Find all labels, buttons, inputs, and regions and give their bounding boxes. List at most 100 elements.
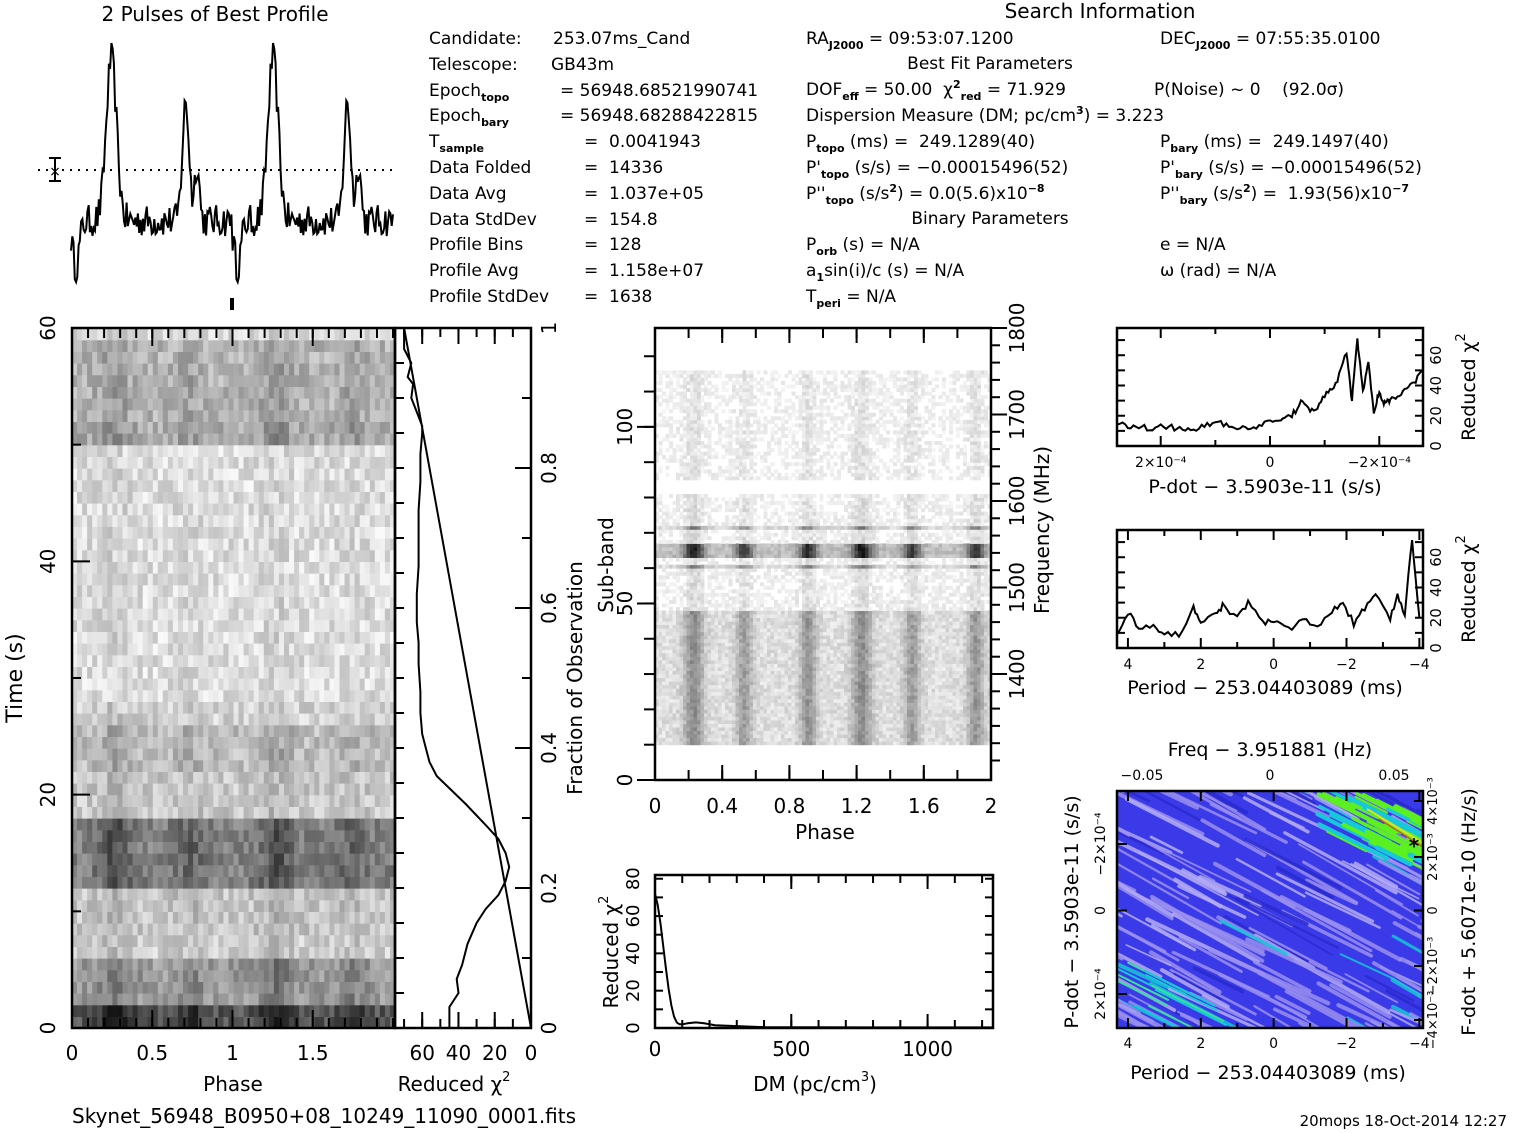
- heatmap-cell: [223, 771, 229, 784]
- heatmap-cell: [162, 619, 169, 632]
- heatmap-cell: [132, 526, 139, 539]
- heatmap-cell: [183, 584, 189, 597]
- heatmap-cell: [142, 386, 149, 399]
- heatmap-cell: [369, 433, 376, 446]
- heatmap-cell: [102, 503, 108, 516]
- heatmap-cell: [314, 561, 320, 574]
- heatmap-cell: [167, 468, 174, 481]
- heatmap-cell: [92, 631, 98, 644]
- heatmap-cell: [183, 876, 189, 889]
- heatmap-cell: [132, 748, 139, 761]
- heatmap-cell: [132, 514, 139, 527]
- heatmap-cell: [152, 899, 159, 912]
- heatmap-cell: [228, 433, 235, 446]
- heatmap-cell: [756, 737, 761, 742]
- heatmap-cell: [268, 363, 275, 376]
- heatmap-cell: [359, 689, 366, 702]
- heatmap-cell: [183, 666, 189, 679]
- heatmap-cell: [854, 723, 859, 728]
- heatmap-cell: [390, 503, 395, 516]
- heatmap-cell: [795, 730, 799, 735]
- heatmap-cell: [289, 456, 295, 469]
- heatmap-cell: [294, 608, 300, 621]
- heatmap-cell: [781, 737, 785, 742]
- heatmap-cell: [82, 631, 88, 644]
- heatmap-cell: [349, 584, 356, 597]
- heatmap-cell: [213, 934, 219, 947]
- heatmap-cell: [329, 386, 335, 399]
- heatmap-cell: [777, 705, 782, 710]
- heatmap-cell: [760, 705, 764, 710]
- heatmap-cell: [162, 398, 169, 411]
- heatmap-cell: [97, 444, 103, 457]
- heatmap-cell: [802, 734, 806, 739]
- heatmap-cell: [379, 421, 386, 434]
- heatmap-cell: [243, 339, 250, 352]
- heatmap-cell: [188, 503, 194, 516]
- heatmap-cell: [87, 549, 93, 562]
- heatmap-cell: [208, 864, 214, 877]
- heatmap-cell: [107, 748, 113, 761]
- heatmap-cell: [791, 712, 796, 717]
- heatmap-cell: [193, 351, 199, 364]
- heatmap-cell: [314, 538, 320, 551]
- heatmap-cell: [238, 1004, 245, 1017]
- heatmap-cell: [319, 818, 325, 831]
- heatmap-cell: [228, 701, 235, 714]
- heatmap-cell: [390, 573, 395, 586]
- heatmap-cell: [304, 1004, 310, 1017]
- heatmap-cell: [258, 934, 265, 947]
- heatmap-cell: [263, 899, 270, 912]
- heatmap-cell: [218, 339, 224, 352]
- heatmap-cell: [756, 727, 761, 731]
- heatmap-cell: [203, 841, 209, 854]
- heatmap-cell: [112, 888, 118, 901]
- heatmap-cell: [92, 491, 98, 504]
- heatmap-cell: [147, 748, 154, 761]
- heatmap-cell: [379, 934, 386, 947]
- heatmap-cell: [92, 923, 98, 936]
- heatmap-cell: [359, 444, 366, 457]
- heatmap-cell: [117, 934, 123, 947]
- heatmap-cell: [172, 468, 179, 481]
- heatmap-cell: [739, 716, 743, 721]
- heatmap-cell: [732, 712, 736, 717]
- heatmap-cell: [893, 730, 897, 735]
- heatmap-cell: [379, 993, 386, 1006]
- heatmap-cell: [258, 549, 265, 562]
- heatmap-cell: [359, 573, 366, 586]
- heatmap-cell: [238, 549, 245, 562]
- heatmap-cell: [662, 720, 666, 724]
- heatmap-cell: [339, 503, 346, 516]
- heatmap-cell: [805, 720, 810, 724]
- heatmap-cell: [142, 934, 149, 947]
- heatmap-cell: [324, 328, 330, 341]
- heatmap-cell: [938, 741, 943, 746]
- heatmap-cell: [117, 829, 123, 842]
- heatmap-cell: [369, 363, 376, 376]
- heatmap-cell: [72, 806, 78, 819]
- heatmap-cell: [258, 818, 265, 831]
- heatmap-cell: [258, 958, 265, 971]
- heatmap-cell: [314, 1016, 320, 1028]
- heatmap-cell: [309, 701, 315, 714]
- heatmap-cell: [233, 444, 240, 457]
- heatmap-cell: [289, 969, 295, 982]
- heatmap-cell: [329, 946, 335, 959]
- heatmap-cell: [137, 771, 144, 784]
- heatmap-cell: [665, 734, 670, 739]
- heatmap-cell: [152, 398, 159, 411]
- heatmap-cell: [107, 491, 113, 504]
- heatmap-cell: [233, 888, 240, 901]
- heatmap-cell: [82, 969, 88, 982]
- heatmap-cell: [928, 709, 932, 714]
- heatmap-cell: [289, 701, 295, 714]
- heatmap-cell: [910, 741, 915, 746]
- heatmap-cell: [384, 1016, 391, 1028]
- heatmap-cell: [178, 946, 184, 959]
- heatmap-cell: [882, 741, 887, 746]
- heatmap-cell: [304, 468, 310, 481]
- heatmap-cell: [243, 853, 250, 866]
- heatmap-cell: [223, 899, 229, 912]
- heatmap-cell: [334, 1016, 340, 1028]
